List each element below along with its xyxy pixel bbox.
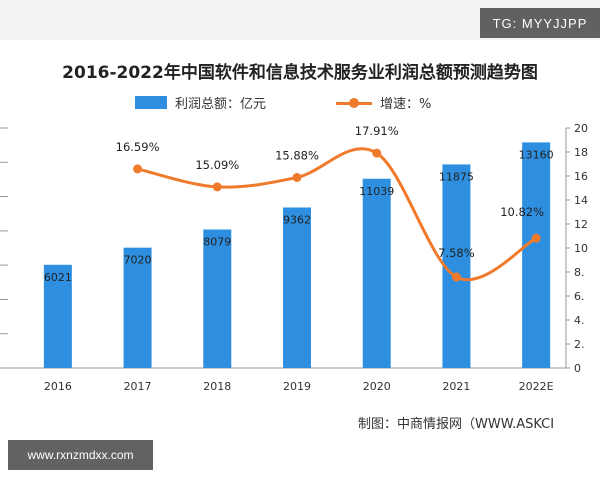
right-axis-tick-label: 4. <box>574 314 585 327</box>
x-axis-tick-label: 2020 <box>363 380 391 393</box>
bar <box>203 229 232 368</box>
right-axis-tick-label: 0 <box>574 362 581 375</box>
watermark-bottom-left: www.rxnzmdxx.com <box>8 440 153 470</box>
chart-legend: 利润总额：亿元 增速：% <box>135 93 491 112</box>
right-axis-tick-label: 8. <box>574 266 585 279</box>
chart-title: 2016-2022年中国软件和信息技术服务业利润总额预测趋势图 <box>62 63 538 83</box>
watermark-top-right: TG: MYYJJPP <box>480 8 600 38</box>
growth-point <box>212 182 222 192</box>
source-note: 制图：中商情报网（WWW.ASKCI <box>358 417 555 432</box>
growth-data-label: 17.91% <box>355 124 399 138</box>
legend-line-label: 增速：% <box>380 97 432 112</box>
legend-bar-label: 利润总额：亿元 <box>175 97 267 112</box>
growth-data-label: 15.09% <box>195 158 239 172</box>
right-axis-tick-label: 20 <box>574 122 588 135</box>
growth-point <box>531 233 541 243</box>
bar <box>43 264 72 368</box>
right-axis-tick-label: 10 <box>574 242 588 255</box>
x-axis-tick-label: 2018 <box>203 380 231 393</box>
bar-data-label: 13160 <box>519 148 554 161</box>
right-axis-tick-label: 6. <box>574 290 585 303</box>
bar <box>442 164 471 368</box>
bar-data-label: 7020 <box>124 254 152 267</box>
legend-item-profit: 利润总额：亿元 <box>135 93 266 112</box>
growth-data-label: 10.82% <box>500 205 544 219</box>
growth-data-label: 7.58% <box>438 246 475 260</box>
bar-data-label: 11039 <box>359 185 394 198</box>
bar <box>123 247 152 368</box>
bar-data-label: 6021 <box>44 271 72 284</box>
bar <box>522 142 551 368</box>
right-axis-tick-label: 12 <box>574 218 588 231</box>
bar-data-label: 9362 <box>283 214 311 227</box>
legend-bar-swatch <box>135 96 167 109</box>
growth-point <box>451 272 461 282</box>
right-axis-tick-label: 18 <box>574 146 588 159</box>
right-axis-tick-label: 14 <box>574 194 588 207</box>
growth-point <box>133 164 143 174</box>
bar-data-label: 11875 <box>439 170 474 183</box>
x-axis-tick-label: 2022E <box>519 380 554 393</box>
growth-point <box>292 172 302 182</box>
bar <box>283 207 311 368</box>
legend-line-swatch <box>336 96 373 110</box>
legend-item-growth: 增速：% <box>336 93 431 112</box>
right-axis-tick-label: 2. <box>574 338 585 351</box>
x-axis-tick-label: 2021 <box>442 380 470 393</box>
x-axis-tick-label: 2017 <box>124 380 152 393</box>
growth-data-label: 15.88% <box>275 148 319 162</box>
growth-data-label: 16.59% <box>116 140 160 154</box>
x-axis-tick-label: 2019 <box>283 380 311 393</box>
x-axis-tick-label: 2016 <box>44 380 72 393</box>
growth-point <box>372 148 382 158</box>
bar-data-label: 8079 <box>203 236 231 249</box>
bar <box>362 178 391 368</box>
right-axis-tick-label: 16 <box>574 170 588 183</box>
